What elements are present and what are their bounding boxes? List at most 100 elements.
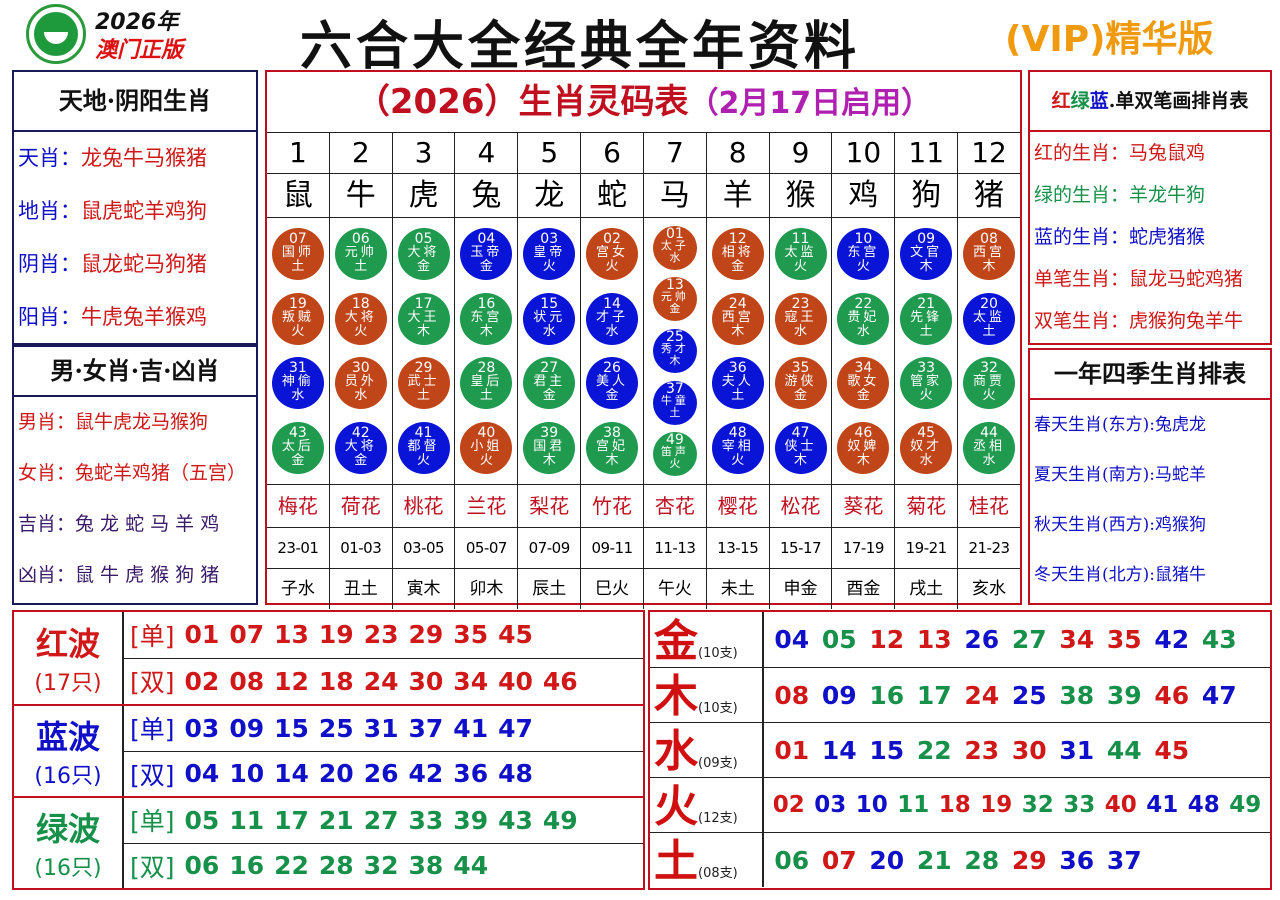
odd-tag: [单] [130,621,175,651]
earthly-branch: 丑土 [328,569,392,609]
earthly-branch: 戌土 [894,569,957,609]
zodiac-number: 6 [580,133,643,173]
info-row: 秋天生肖(西方):鸡猴狗 [1030,500,1270,550]
ball-element: 木 [856,452,870,468]
ball-column: 01 太子水 13 元帅金 25 秀才木 37 牛童土 49 笛声火 [642,218,706,484]
wave-number: 21 [318,805,354,835]
info-row: 阳肖：牛虎兔羊猴鸡 [14,291,256,344]
panel-title: 红绿蓝.单双笔画排肖表 [1030,72,1270,132]
element-number: 20 [869,845,905,875]
element-row: 水 (09支) 01 14 15 22 23 30 31 44 45 [650,722,1270,777]
zodiac-number: 10 [831,133,894,173]
wave-number: 13 [274,620,309,650]
ball-title: 状元 [533,309,566,325]
odd-tag: [单] [130,715,175,745]
info-row: 凶肖：鼠 牛 虎 猴 狗 猪 [14,550,256,601]
wave-number: 23 [363,620,399,650]
number-ball: 39 国君木 [523,421,576,474]
element-number: 49 [1229,792,1262,818]
flower-name: 桂花 [957,485,1020,527]
element-number: 33 [1063,792,1096,818]
ball-element: 木 [542,452,556,468]
ball-title: 东宫 [847,245,880,261]
info-row: 阴肖：鼠龙蛇马狗猪 [14,238,256,291]
ball-title: 太后 [281,438,314,454]
number-ball: 30 员外水 [334,357,387,410]
element-number: 03 [814,792,847,818]
zodiac-number: 11 [894,133,957,173]
ball-element: 土 [982,323,996,339]
ball-element: 土 [919,323,933,339]
ball-title: 秀才 [660,341,689,355]
wave-number: 42 [408,759,444,789]
ball-title: 管家 [910,374,943,390]
number-ball: 27 君主金 [523,357,576,410]
element-number: 40 [1104,792,1137,818]
gender-luck-panel: 男·女肖·吉·凶肖 男肖：鼠牛虎龙马猴狗 女肖：兔蛇羊鸡猪（五宫） 吉肖：兔 龙 蛇… [12,345,258,605]
ball-element: 火 [856,259,870,275]
wave-number: 28 [318,851,354,881]
element-number: 09 [821,680,857,710]
wave-number: 19 [318,620,354,650]
flower-name: 竹花 [580,485,643,527]
five-elements-table: 金 (10支) 04 05 12 13 26 27 34 35 42 43 木 (10支) 08 09 16 17… [648,610,1272,890]
info-row: 单笔生肖：鼠龙马蛇鸡猪 [1030,258,1270,300]
number-ball: 25 秀才木 [652,328,697,373]
ball-title: 叛贼 [281,309,314,325]
wave-number: 24 [363,666,399,696]
wave-number: 27 [363,805,399,835]
ball-number: 32 [980,360,998,377]
number-ball: 08 西宫木 [963,228,1016,281]
ball-number: 39 [540,424,559,441]
number-ball: 42 大将金 [334,421,387,474]
ball-element: 木 [479,323,493,339]
ball-number: 28 [477,360,496,377]
wave-number: 48 [498,759,533,789]
ball-number: 42 [351,424,370,441]
ball-title: 国师 [281,245,314,261]
element-number: 07 [821,845,857,875]
number-ball: 24 西宫木 [711,292,764,345]
ball-number: 35 [791,360,810,377]
zodiac-number: 5 [517,133,580,173]
flower-name: 兰花 [454,485,517,527]
wave-number: 14 [274,759,309,789]
element-number: 22 [916,735,952,765]
ball-number: 04 [477,231,496,248]
zodiac-name: 猴 [768,174,832,217]
info-row: 男肖：鼠牛虎龙马猴狗 [14,397,256,448]
element-number: 29 [1011,845,1047,875]
element-number: 17 [916,680,952,710]
flower-name: 桃花 [391,485,455,527]
wave-number: 31 [363,713,399,743]
ball-number: 07 [288,231,307,248]
ball-number: 19 [288,295,307,312]
ball-title: 相将 [721,245,754,261]
earthly-branch: 寅木 [391,569,455,609]
wave-number: 12 [274,666,309,696]
row-value: 鼠猪牛 [1155,565,1206,585]
ball-element: 土 [479,388,493,404]
info-row: 红的生肖：马兔鼠鸡 [1030,132,1270,174]
number-ball: 04 玉帝金 [460,228,513,281]
zodiac-number: 8 [705,133,769,173]
ball-number: 20 [980,295,998,312]
element-count: (12支) [698,811,738,826]
ball-element: 土 [669,405,681,419]
wave-even-row: [双] 02 08 12 18 24 30 34 40 46 [124,657,643,705]
element-count: (10支) [698,646,738,661]
wave-number: 40 [498,666,533,696]
ball-element: 金 [291,452,305,468]
earthly-branch: 申金 [768,569,832,609]
element-number: 46 [1154,680,1190,710]
ball-element: 火 [291,323,305,339]
wave-number: 39 [453,805,489,835]
title-main: （2026）生肖灵码表 [355,82,689,122]
ball-title: 东宫 [470,309,503,325]
ball-number: 22 [854,295,873,312]
element-number: 41 [1146,792,1179,818]
element-number: 15 [869,735,905,765]
element-number: 44 [1106,735,1142,765]
ball-element: 火 [605,259,619,275]
wave-number: 36 [453,759,489,789]
